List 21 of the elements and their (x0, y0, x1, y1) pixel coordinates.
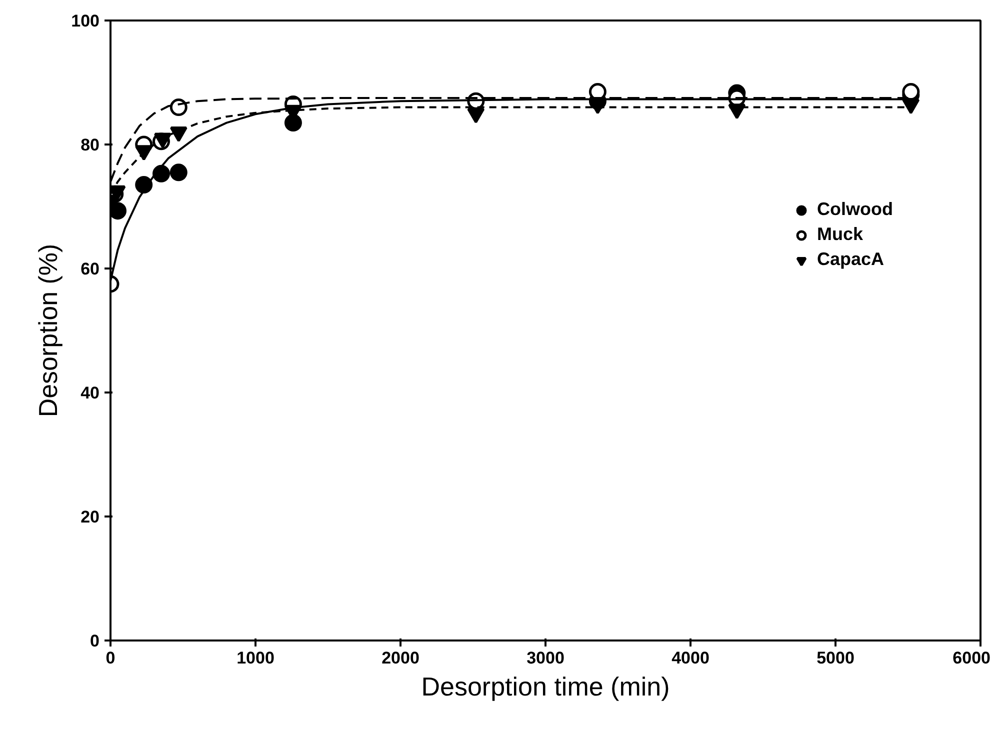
legend-label: CapacA (817, 249, 884, 270)
x-tick-label: 0 (106, 648, 116, 668)
y-tick-label: 60 (80, 260, 100, 278)
x-tick-label: 1000 (236, 648, 274, 668)
point (284, 114, 302, 132)
point (170, 164, 188, 182)
legend-label: Muck (817, 224, 864, 245)
x-tick-label: 4000 (672, 648, 710, 668)
x-tick-label: 6000 (952, 648, 991, 668)
y-tick-label: 80 (80, 136, 100, 154)
x-tick-label: 3000 (526, 648, 564, 668)
y-tick-label: 40 (80, 384, 100, 402)
y-tick-label: 20 (80, 508, 100, 526)
y-axis-title: Desorption (%) (33, 244, 64, 418)
legend-label: Colwood (817, 199, 893, 220)
x-axis-title: Desorption time (min) (421, 672, 670, 702)
x-tick-label: 2000 (382, 648, 420, 668)
y-tick-label: 100 (71, 12, 100, 30)
y-tick-label: 0 (90, 632, 100, 650)
x-tick-label: 5000 (816, 648, 854, 668)
point (170, 98, 188, 116)
